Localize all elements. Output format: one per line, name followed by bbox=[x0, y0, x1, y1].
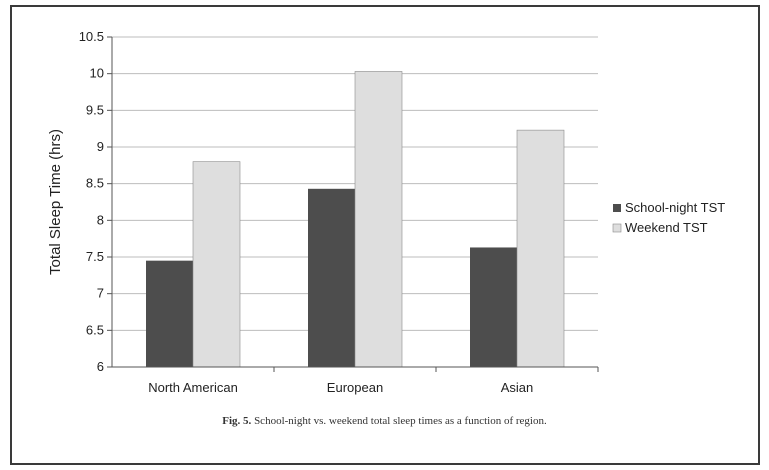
x-tick-labels: North American European Asian bbox=[148, 367, 599, 395]
y-axis-title: Total Sleep Time (hrs) bbox=[47, 129, 64, 275]
bar-weekend-european bbox=[354, 71, 403, 368]
y-tick-label: 6 bbox=[97, 359, 104, 374]
x-tick-label: European bbox=[327, 380, 383, 395]
bar-school-night-asian bbox=[470, 247, 517, 367]
legend-label: School-night TST bbox=[625, 200, 725, 215]
bar-weekend-asian bbox=[516, 129, 565, 368]
bar-weekend-north-american bbox=[192, 161, 241, 368]
legend-swatch bbox=[612, 223, 622, 233]
bars bbox=[146, 71, 565, 368]
y-tick-label: 8.5 bbox=[86, 176, 104, 191]
figure-caption: Fig. 5. School-night vs. weekend total s… bbox=[0, 415, 769, 427]
x-tick-label: North American bbox=[148, 380, 238, 395]
legend-label: Weekend TST bbox=[625, 220, 708, 235]
y-tick-label: 10.5 bbox=[79, 29, 104, 44]
y-tick-label: 9 bbox=[97, 139, 104, 154]
legend-swatch bbox=[613, 204, 621, 212]
y-tick-label: 9.5 bbox=[86, 102, 104, 117]
axes bbox=[111, 37, 598, 368]
y-tick-label: 10 bbox=[90, 66, 104, 81]
y-tick-labels: 6 6.5 7 7.5 8 8.5 9 9.5 10 10.5 bbox=[79, 29, 104, 374]
bar-school-night-european bbox=[308, 188, 355, 367]
legend: School-night TST Weekend TST bbox=[612, 200, 725, 235]
bar-school-night-north-american bbox=[146, 260, 193, 367]
x-tick-label: Asian bbox=[501, 380, 534, 395]
y-tick-label: 8 bbox=[97, 212, 104, 227]
y-tick-label: 7 bbox=[97, 286, 104, 301]
y-tick-label: 7.5 bbox=[86, 249, 104, 264]
caption-text: School-night vs. weekend total sleep tim… bbox=[254, 415, 547, 427]
y-tick-label: 6.5 bbox=[86, 322, 104, 337]
caption-fig-label: Fig. 5. bbox=[222, 415, 252, 427]
